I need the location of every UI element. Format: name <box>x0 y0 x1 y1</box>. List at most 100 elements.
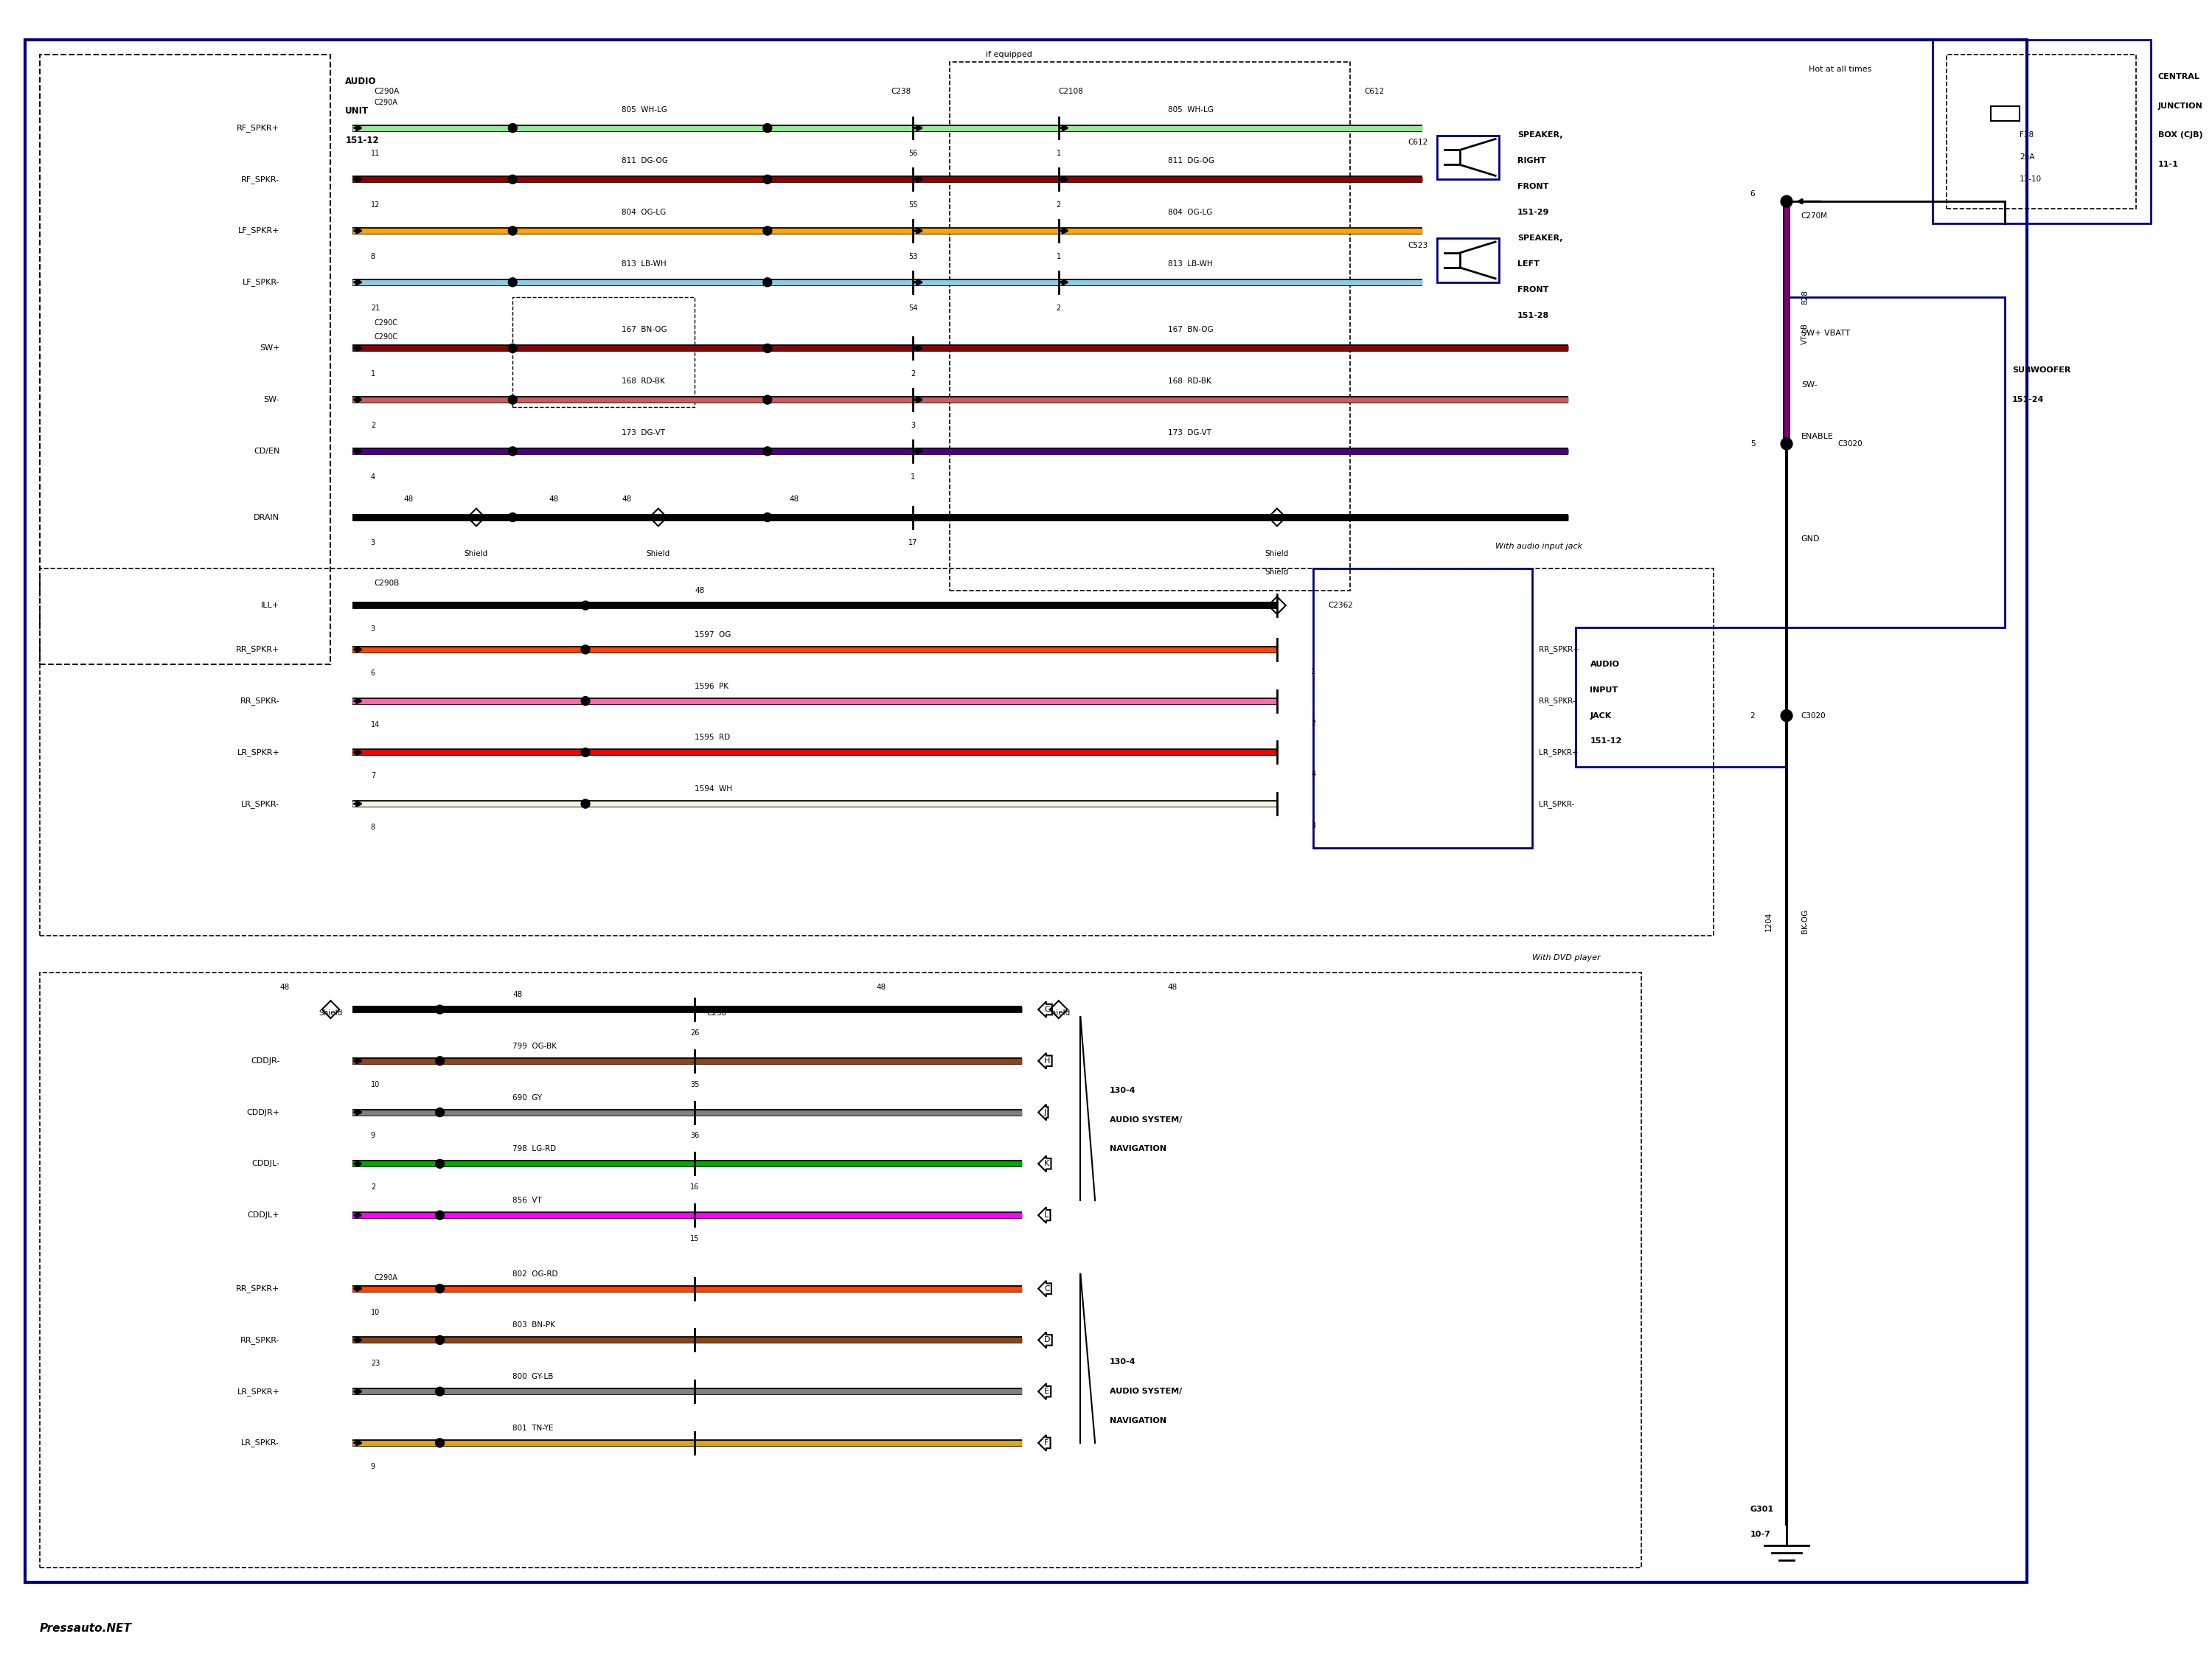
Text: LEFT: LEFT <box>1517 260 1540 267</box>
Text: 4: 4 <box>372 473 376 481</box>
Text: G301: G301 <box>1750 1505 1774 1513</box>
Circle shape <box>763 513 772 521</box>
Text: 813  LB-WH: 813 LB-WH <box>1168 260 1212 267</box>
Text: ILL+: ILL+ <box>261 602 279 609</box>
Text: 17: 17 <box>909 539 918 547</box>
Text: C612: C612 <box>1365 88 1385 95</box>
Text: 2: 2 <box>911 370 916 378</box>
Circle shape <box>582 645 591 654</box>
Text: 173  DG-VT: 173 DG-VT <box>622 430 666 436</box>
Text: 799  OG-BK: 799 OG-BK <box>513 1042 557 1050</box>
Text: 9: 9 <box>372 1463 376 1470</box>
Text: H: H <box>1044 1057 1051 1065</box>
Text: 36: 36 <box>690 1131 699 1140</box>
Text: 690  GY: 690 GY <box>513 1093 542 1102</box>
Text: 8: 8 <box>372 823 376 831</box>
Text: JUNCTION: JUNCTION <box>2159 103 2203 109</box>
Text: RR_SPKR+: RR_SPKR+ <box>237 645 279 654</box>
Circle shape <box>509 513 518 521</box>
Text: C238: C238 <box>891 88 911 95</box>
Text: 1: 1 <box>911 473 916 481</box>
Text: 14: 14 <box>372 720 380 728</box>
Text: 3: 3 <box>372 539 376 547</box>
Text: CENTRAL: CENTRAL <box>2159 73 2199 80</box>
Text: LR_SPKR+: LR_SPKR+ <box>1540 748 1579 757</box>
Text: 3: 3 <box>372 625 376 632</box>
Text: 53: 53 <box>909 252 918 260</box>
Text: 828: 828 <box>1801 290 1809 304</box>
Text: C290C: C290C <box>374 333 398 342</box>
Text: C3020: C3020 <box>1801 712 1825 720</box>
Text: AUDIO SYSTEM/: AUDIO SYSTEM/ <box>1110 1389 1181 1395</box>
Text: RR_SPKR-: RR_SPKR- <box>241 1335 279 1344</box>
Text: LR_SPKR+: LR_SPKR+ <box>237 1387 279 1395</box>
Text: 10: 10 <box>372 1080 380 1088</box>
Text: SW+: SW+ <box>259 345 279 352</box>
Text: With audio input jack: With audio input jack <box>1495 542 1582 551</box>
Text: 2: 2 <box>1750 712 1754 720</box>
Text: 1597  OG: 1597 OG <box>695 630 730 639</box>
Circle shape <box>763 226 772 236</box>
Text: 16: 16 <box>690 1183 699 1191</box>
Text: 56: 56 <box>909 149 918 158</box>
Text: 130-4: 130-4 <box>1110 1087 1135 1093</box>
Circle shape <box>763 174 772 184</box>
Circle shape <box>1781 438 1792 450</box>
Text: C290C: C290C <box>374 319 398 327</box>
Text: Shield: Shield <box>1265 569 1290 576</box>
Text: 48: 48 <box>622 496 633 503</box>
Text: J: J <box>1044 1108 1046 1117</box>
Text: 54: 54 <box>909 304 918 312</box>
Text: 811  DG-OG: 811 DG-OG <box>622 158 668 164</box>
Text: FRONT: FRONT <box>1517 285 1548 294</box>
Text: if equipped: if equipped <box>987 51 1033 58</box>
Text: LR_SPKR-: LR_SPKR- <box>241 1438 279 1447</box>
Text: 48: 48 <box>695 587 703 594</box>
Text: 6: 6 <box>1750 191 1754 197</box>
Text: 10-7: 10-7 <box>1750 1531 1770 1538</box>
Text: 802  OG-RD: 802 OG-RD <box>513 1271 557 1277</box>
Circle shape <box>509 446 518 456</box>
Text: Shield: Shield <box>1046 1009 1071 1017</box>
Text: CDDJL-: CDDJL- <box>252 1160 279 1168</box>
Text: 48: 48 <box>876 984 887 990</box>
Text: 804  OG-LG: 804 OG-LG <box>622 209 666 216</box>
Text: F: F <box>1044 1440 1048 1447</box>
Circle shape <box>436 1160 445 1168</box>
Text: 6: 6 <box>372 669 376 677</box>
Text: 804  OG-LG: 804 OG-LG <box>1168 209 1212 216</box>
Text: 21: 21 <box>372 304 380 312</box>
Text: ENABLE: ENABLE <box>1801 433 1834 440</box>
Text: INPUT: INPUT <box>1590 687 1619 693</box>
Text: SW-: SW- <box>1801 382 1816 388</box>
Text: 15: 15 <box>690 1234 699 1243</box>
Circle shape <box>1781 196 1792 207</box>
Text: NAVIGATION: NAVIGATION <box>1110 1417 1166 1425</box>
Circle shape <box>763 446 772 456</box>
Text: 11-1: 11-1 <box>2159 161 2179 168</box>
Text: 48: 48 <box>279 984 290 990</box>
Text: 800  GY-LB: 800 GY-LB <box>513 1374 553 1380</box>
Circle shape <box>582 601 591 611</box>
Text: C290B: C290B <box>374 579 400 587</box>
Text: RF_SPKR+: RF_SPKR+ <box>237 124 279 133</box>
Text: C238: C238 <box>706 1009 726 1017</box>
Text: 12: 12 <box>372 201 380 209</box>
Text: 1204: 1204 <box>1765 911 1772 931</box>
Text: RR_SPKR+: RR_SPKR+ <box>1540 645 1579 654</box>
Text: C2362: C2362 <box>1327 602 1354 609</box>
Circle shape <box>436 1005 445 1014</box>
Circle shape <box>436 1387 445 1395</box>
Text: 48: 48 <box>790 496 799 503</box>
Text: FRONT: FRONT <box>1517 182 1548 191</box>
Text: Shield: Shield <box>646 551 670 557</box>
Circle shape <box>582 800 591 808</box>
Text: C: C <box>1044 1286 1051 1292</box>
Text: 3: 3 <box>1312 823 1316 830</box>
Text: UNIT: UNIT <box>345 106 369 116</box>
Text: 3: 3 <box>911 421 916 430</box>
Text: 2: 2 <box>372 421 376 430</box>
Text: SW-: SW- <box>263 397 279 403</box>
Text: 151-24: 151-24 <box>2013 397 2044 403</box>
Text: With DVD player: With DVD player <box>1533 954 1599 962</box>
